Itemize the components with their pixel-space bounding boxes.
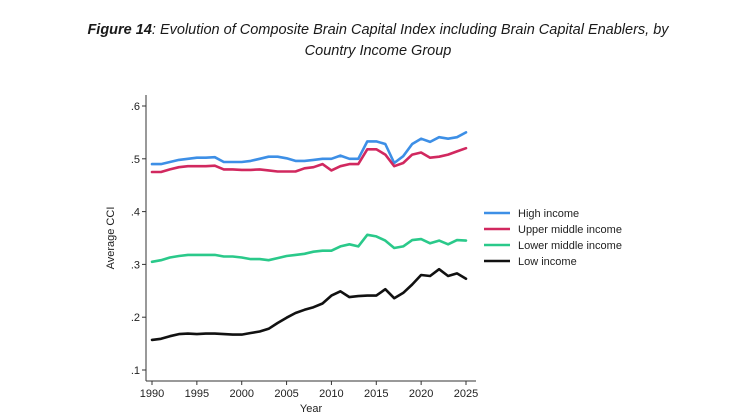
x-tick-label: 2020 <box>409 388 433 400</box>
y-tick-label: .1 <box>131 365 140 377</box>
figure-caption: Figure 14: Evolution of Composite Brain … <box>0 20 756 62</box>
chart-legend: High income Upper middle income Lower midd… <box>484 208 622 268</box>
chart-series <box>150 131 468 342</box>
y-tick-label: .6 <box>131 101 140 113</box>
x-tick-label: 1995 <box>185 388 209 400</box>
figure-label: Figure 14 <box>87 22 152 38</box>
legend-label-low-income: Low income <box>518 256 577 268</box>
x-tick-label: 2025 <box>454 388 478 400</box>
x-tick-label: 1990 <box>140 388 164 400</box>
legend-label-upper-middle-income: Upper middle income <box>518 224 622 236</box>
x-tick-label: 2015 <box>364 388 388 400</box>
y-tick-label: .5 <box>131 154 140 166</box>
figure-caption-text: : Evolution of Composite Brain Capital I… <box>151 22 669 38</box>
x-tick-label: 2000 <box>229 388 253 400</box>
y-tick-label: .2 <box>131 312 140 324</box>
y-tick-label: .3 <box>131 259 140 271</box>
series-line-lower-middle-income <box>150 233 468 264</box>
series-line-upper-middle-income <box>150 146 468 174</box>
series-line-high-income <box>150 131 468 166</box>
x-tick-label: 2010 <box>319 388 343 400</box>
y-axis-title: Average CCI <box>105 207 117 270</box>
x-axis-title: Year <box>300 403 323 415</box>
chart-axes: .1 .2 .3 .4 .5 .6 1990 1995 2000 2005 2010 2015 2020… <box>131 95 478 400</box>
series-line-low-income <box>150 267 468 342</box>
figure-caption-line2: Country Income Group <box>304 43 452 59</box>
x-tick-label: 2005 <box>274 388 298 400</box>
legend-label-high-income: High income <box>518 208 579 220</box>
y-tick-label: .4 <box>131 207 140 219</box>
legend-label-lower-middle-income: Lower middle income <box>518 240 622 252</box>
